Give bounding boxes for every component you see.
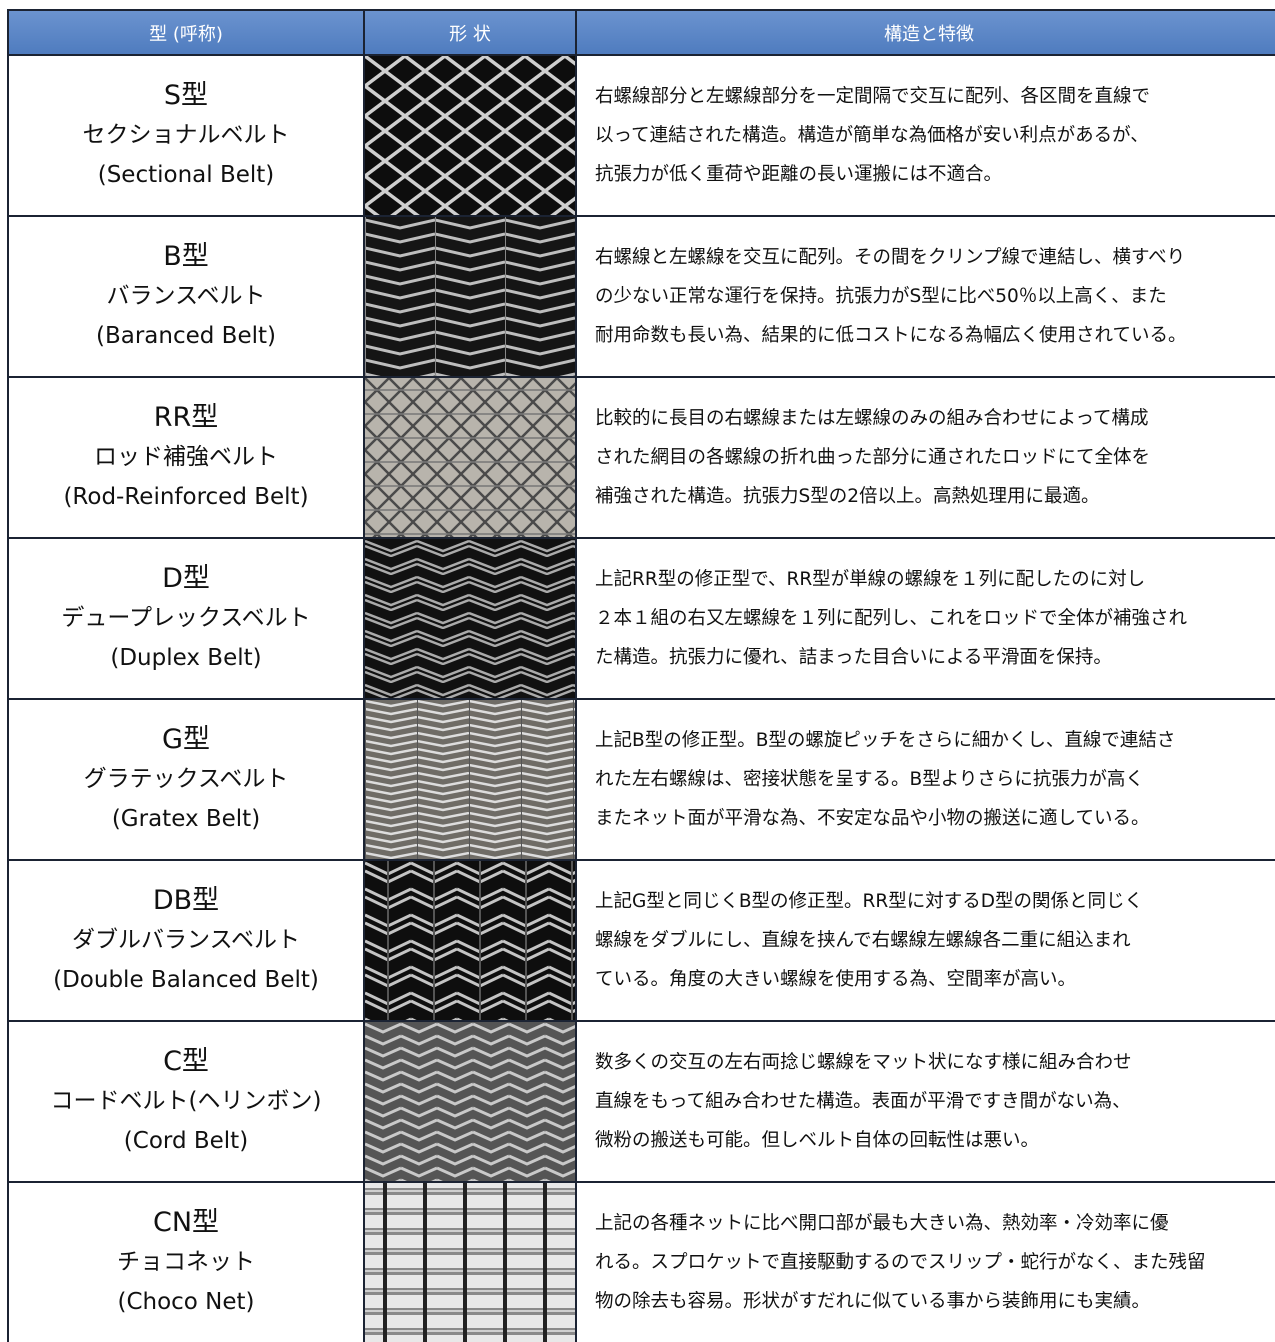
description-cell: 右螺線部分と左螺線部分を一定間隔で交互に配列、各区間を直線で 以って連結された構造… (577, 56, 1275, 215)
description-cell: 数多くの交互の左右両捻じ螺線をマット状になす様に組み合わせ 直線をもって組み合わせ… (577, 1022, 1275, 1181)
type-english: (Baranced Belt) (96, 322, 276, 349)
type-name: バランスベルト (106, 282, 266, 309)
type-name: コードベルト(ヘリンボン) (50, 1087, 322, 1114)
type-code: S型 (163, 79, 209, 111)
description-line: された網目の各螺線の折れ曲った部分に通されたロッドにて全体を (595, 447, 1151, 468)
type-name: チョコネット (117, 1248, 255, 1275)
type-name: グラテックスベルト (83, 765, 289, 792)
type-code: B型 (163, 240, 209, 272)
description-line: 耐用命数も長い為、結果的に低コストになる為幅広く使用されている。 (595, 325, 1187, 346)
header-cell: 構造と特徴 (577, 11, 1275, 54)
type-cell: DB型ダブルバランスベルト (Double Balanced Belt) (9, 861, 363, 1020)
type-code: D型 (162, 562, 210, 594)
type-name: デュープレックスベルト (61, 604, 311, 631)
type-name: ダブルバランスベルト (72, 926, 300, 953)
description-line: 螺線をダブルにし、直線を挟んで右螺線左螺線各二重に組込まれ (595, 930, 1131, 951)
mesh-image-cell (365, 1183, 575, 1342)
description-line: の少ない正常な運行を保持。抗張力がS型に比べ50％以上高く、また (595, 286, 1167, 307)
type-english: (Rod-Reinforced Belt) (63, 483, 309, 510)
mesh-image-cell (365, 539, 575, 698)
type-cell: C型コードベルト(ヘリンボン) (Cord Belt) (9, 1022, 363, 1181)
type-cell: RR型ロッド補強ベルト (Rod-Reinforced Belt) (9, 378, 363, 537)
mesh-image (365, 539, 575, 698)
type-english: (Choco Net) (117, 1288, 255, 1315)
description-line: れた左右螺線は、密接状態を呈する。B型よりさらに抗張力が高く (595, 769, 1144, 790)
type-cell: D型デュープレックスベルト (Duplex Belt) (9, 539, 363, 698)
type-name: セクショナルベルト (82, 121, 290, 148)
description-line: 上記の各種ネットに比べ開口部が最も大きい為、熱効率・冷効率に優 (595, 1213, 1169, 1234)
description-line: 上記G型と同じくB型の修正型。RR型に対するD型の関係と同じく (595, 891, 1143, 912)
type-english: (Cord Belt) (123, 1127, 249, 1154)
mesh-image (365, 56, 575, 215)
description-line: ２本１組の右又左螺線を１列に配列し、これをロッドで全体が補強され (595, 608, 1188, 629)
mesh-image (365, 217, 575, 376)
type-english: (Sectional Belt) (97, 161, 275, 188)
description-line: れる。スプロケットで直接駆動するのでスリップ・蛇行がなく、また残留 (595, 1252, 1206, 1273)
mesh-image-cell (365, 378, 575, 537)
description-line: 以って連結された構造。構造が簡単な為価格が安い利点があるが、 (595, 125, 1149, 146)
type-cell: G型グラテックスベルト (Gratex Belt) (9, 700, 363, 859)
header-cell: 型 (呼称) (9, 11, 363, 54)
type-english: (Gratex Belt) (111, 805, 261, 832)
type-english: (Duplex Belt) (110, 644, 262, 671)
type-cell: B型バランスベルト (Baranced Belt) (9, 217, 363, 376)
description-cell: 比較的に長目の右螺線または左螺線のみの組み合わせによって構成 された網目の各螺線の… (577, 378, 1275, 537)
description-line: 上記RR型の修正型で、RR型が単線の螺線を１列に配したのに対し (595, 569, 1146, 590)
mesh-image (365, 700, 575, 859)
description-cell: 上記B型の修正型。B型の螺旋ピッチをさらに細かくし、直線で連結さ れた左右螺線は、… (577, 700, 1275, 859)
description-line: 数多くの交互の左右両捻じ螺線をマット状になす様に組み合わせ (595, 1052, 1132, 1073)
description-line: 抗張力が低く重荷や距離の長い運搬には不適合。 (595, 164, 1003, 185)
description-cell: 右螺線と左螺線を交互に配列。その間をクリンプ線で連結し、横すべり の少ない正常な運… (577, 217, 1275, 376)
description-line: 微粉の搬送も可能。但しベルト自体の回転性は悪い。 (595, 1130, 1040, 1151)
header-cell: 形 状 (365, 11, 575, 54)
type-code: DB型 (152, 884, 220, 916)
description-line: 右螺線と左螺線を交互に配列。その間をクリンプ線で連結し、横すべり (595, 247, 1186, 268)
description-line: ている。角度の大きい螺線を使用する為、空間率が高い。 (595, 969, 1077, 990)
type-code: CN型 (152, 1206, 220, 1238)
mesh-image (365, 861, 575, 1020)
mesh-image-cell (365, 1022, 575, 1181)
description-line: た構造。抗張力に優れ、詰まった目合いによる平滑面を保持。 (595, 647, 1112, 668)
description-line: 補強された構造。抗張力S型の2倍以上。高熱処理用に最適。 (595, 486, 1100, 507)
type-cell: S型セクショナルベルト (Sectional Belt) (9, 56, 363, 215)
description-line: 直線をもって組み合わせた構造。表面が平滑ですき間がない為、 (595, 1091, 1131, 1112)
description-line: 比較的に長目の右螺線または左螺線のみの組み合わせによって構成 (595, 408, 1149, 429)
type-code: RR型 (153, 401, 219, 433)
type-name: ロッド補強ベルト (94, 443, 278, 470)
type-code: G型 (162, 723, 210, 755)
description-line: 右螺線部分と左螺線部分を一定間隔で交互に配列、各区間を直線で (595, 86, 1151, 107)
mesh-image-cell (365, 700, 575, 859)
type-code: C型 (163, 1045, 209, 1077)
description-line: 上記B型の修正型。B型の螺旋ピッチをさらに細かくし、直線で連結さ (595, 730, 1176, 751)
description-cell: 上記G型と同じくB型の修正型。RR型に対するD型の関係と同じく 螺線をダブルにし、… (577, 861, 1275, 1020)
mesh-image-cell (365, 217, 575, 376)
description-cell: 上記の各種ネットに比べ開口部が最も大きい為、熱効率・冷効率に優れる。スプロケット… (577, 1183, 1275, 1342)
mesh-image (365, 1183, 575, 1342)
type-english: (Double Balanced Belt) (53, 966, 319, 993)
description-cell: 上記RR型の修正型で、RR型が単線の螺線を１列に配したのに対し ２本１組の右又左螺… (577, 539, 1275, 698)
mesh-image-cell (365, 861, 575, 1020)
belt-table: 型 (呼称) 形 状構造と特徴 S型セクショナルベルト (Sectional Belt… (7, 9, 1275, 1342)
description-line: 物の除去も容易。形状がすだれに似ている事から装飾用にも実績。 (595, 1291, 1151, 1312)
mesh-image (365, 1022, 575, 1181)
mesh-image-cell (365, 56, 575, 215)
type-cell: CN型チョコネット (Choco Net) (9, 1183, 363, 1342)
mesh-image (365, 378, 575, 537)
description-line: またネット面が平滑な為、不安定な品や小物の搬送に適している。 (595, 808, 1150, 829)
